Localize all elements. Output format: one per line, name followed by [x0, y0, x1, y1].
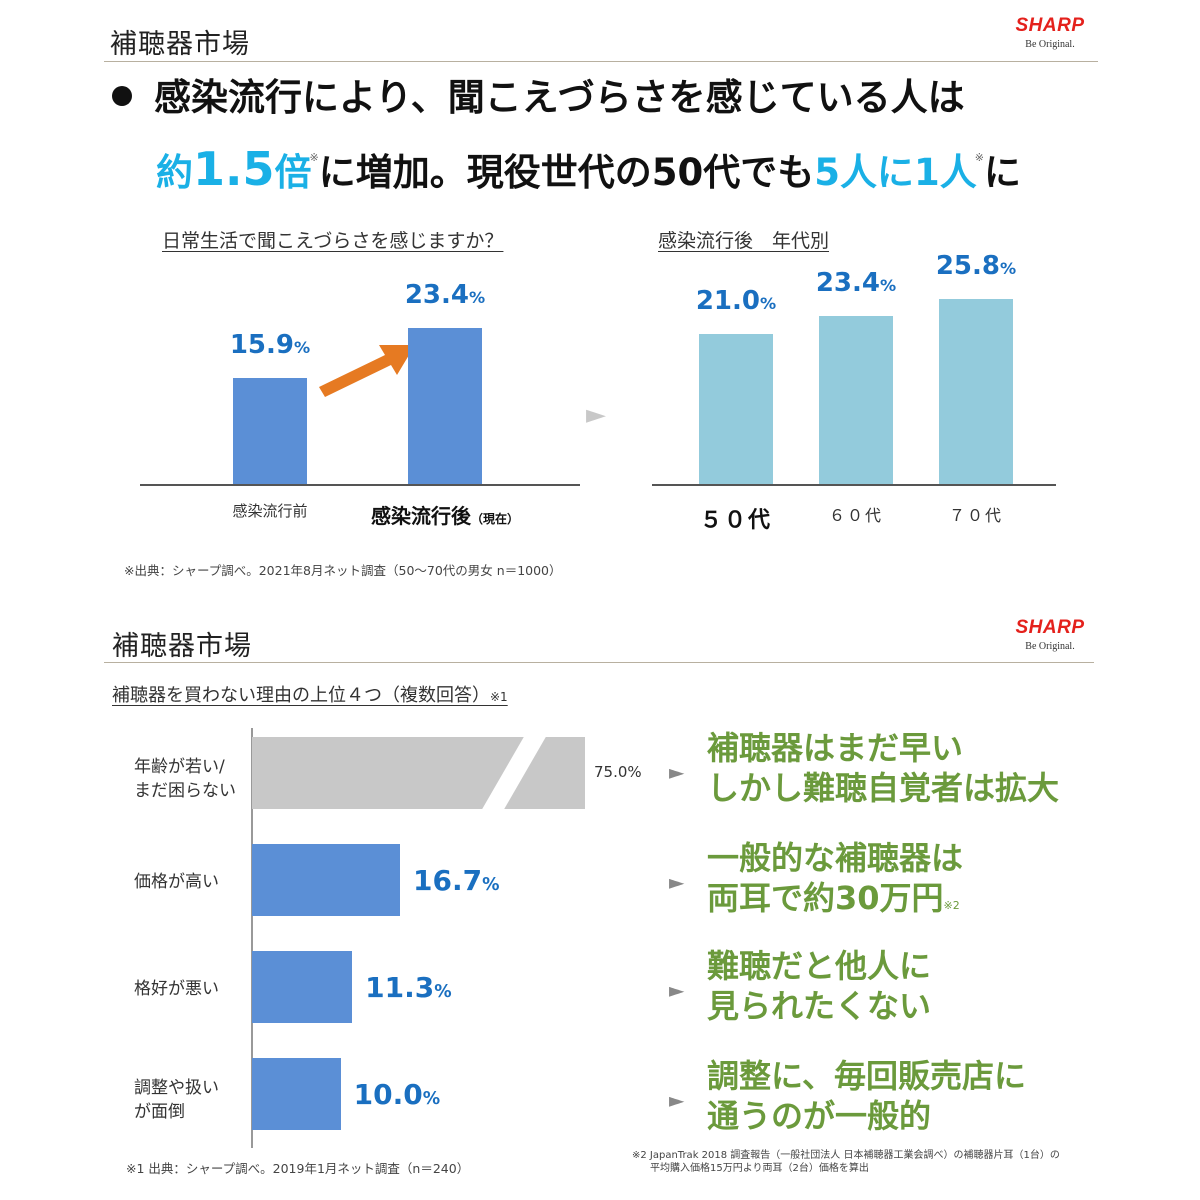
logo-tagline: Be Original. — [1025, 641, 1075, 652]
bar — [252, 844, 400, 916]
x-axis-line — [652, 484, 1056, 486]
category-label: ５０代 — [699, 508, 772, 533]
headline-line2: 約1.5倍※に増加。現役世代の50代でも5人に1人※に — [156, 142, 1021, 196]
slide2-source: ※1 出典：シャープ調べ。2019年1月ネット調査（n＝240） — [126, 1161, 470, 1176]
data-label: 16.7% — [413, 864, 500, 897]
bar — [819, 316, 893, 484]
logo-wordmark: SHARP — [1015, 617, 1085, 638]
callout-arrow-icon: ► — [669, 1088, 685, 1112]
chart-left: 15.9% 感染流行前 23.4% 感染流行後（現在） — [140, 260, 580, 540]
data-label: 15.9% — [229, 330, 311, 360]
data-label: 23.4% — [815, 268, 897, 299]
bar — [939, 299, 1013, 484]
data-label: 75.0% — [594, 763, 642, 781]
logo-wordmark: SHARP — [1015, 15, 1085, 36]
bar — [252, 1058, 341, 1130]
transition-arrow-icon: ► — [586, 400, 606, 430]
chart-left-heading: 日常生活で聞こえづらさを感じますか？ — [162, 230, 504, 252]
category-label: 格好が悪い — [134, 979, 219, 999]
category-label: 年齢が若い/ まだ困らない — [134, 757, 236, 801]
logo-tagline: Be Original. — [1025, 39, 1075, 50]
slide1-title: 補聴器市場 — [110, 29, 250, 60]
callout-text: 調整に、毎回販売店に 通うのが一般的 — [707, 1057, 1027, 1135]
bar — [252, 951, 353, 1023]
callouts: ► 補聴器はまだ早い しかし難聴自覚者は拡大 ► 一般的な補聴器は 両耳で約30万円※2 ►… — [665, 728, 1185, 1148]
sharp-logo: SHARP Be Original. — [1000, 617, 1100, 652]
chart-right-heading: 感染流行後 年代別 — [658, 230, 830, 252]
data-label: 25.8% — [935, 251, 1017, 282]
headline: 感染流行により、聞こえづらさを感じている人は 約1.5倍※に増加。現役世代の50… — [112, 72, 1021, 199]
data-label: 21.0% — [695, 285, 777, 316]
data-label: 11.3% — [365, 971, 452, 1004]
category-label: 感染流行後（現在） — [370, 504, 519, 528]
slide2-title: 補聴器市場 — [112, 631, 252, 662]
callout-text: 難聴だと他人に 見られたくない — [707, 947, 932, 1025]
category-label: ７０代 — [948, 506, 1003, 525]
callout-text: 補聴器はまだ早い しかし難聴自覚者は拡大 — [707, 729, 1060, 807]
bullet-icon — [112, 86, 132, 106]
callout-arrow-icon: ► — [669, 978, 685, 1002]
sharp-logo: SHARP Be Original. — [1000, 15, 1100, 50]
category-label: ６０代 — [828, 506, 883, 525]
slide2-title-rule — [104, 662, 1094, 663]
headline-line1: 感染流行により、聞こえづらさを感じている人は — [112, 72, 1021, 124]
bar — [699, 333, 773, 484]
chart-right: 21.0% ５０代 23.4% ６０代 25.8% ７０代 — [650, 251, 1060, 540]
category-label: 感染流行前 — [232, 502, 308, 520]
bar — [408, 328, 482, 484]
callout-arrow-icon: ► — [669, 870, 685, 894]
slide1-title-rule — [104, 61, 1098, 62]
category-label: 価格が高い — [134, 872, 219, 892]
x-axis-line — [140, 484, 580, 486]
category-label: 調整や扱い が面倒 — [134, 1078, 219, 1122]
chart-reasons-heading: 補聴器を買わない理由の上位４つ（複数回答）※1 — [112, 685, 508, 706]
y-axis-line — [251, 728, 253, 1148]
data-label: 10.0% — [353, 1078, 441, 1111]
bar — [233, 378, 307, 484]
callout-text: 一般的な補聴器は 両耳で約30万円※2 — [707, 839, 964, 917]
chart-reasons: 75.0% 年齢が若い/ まだ困らない 16.7% 価格が高い 11.3% 格好が悪い 10… — [110, 720, 670, 1160]
slide2-footnote: ※2 JapanTrak 2018 調査報告（一般社団法人 日本補聴器工業会調べ… — [632, 1150, 1060, 1174]
increase-arrow-icon — [319, 345, 415, 397]
slide1-source: ※出典：シャープ調べ。2021年8月ネット調査（50〜70代の男女 n＝1000… — [124, 563, 562, 578]
callout-arrow-icon: ► — [669, 760, 685, 784]
data-label: 23.4% — [404, 280, 486, 310]
